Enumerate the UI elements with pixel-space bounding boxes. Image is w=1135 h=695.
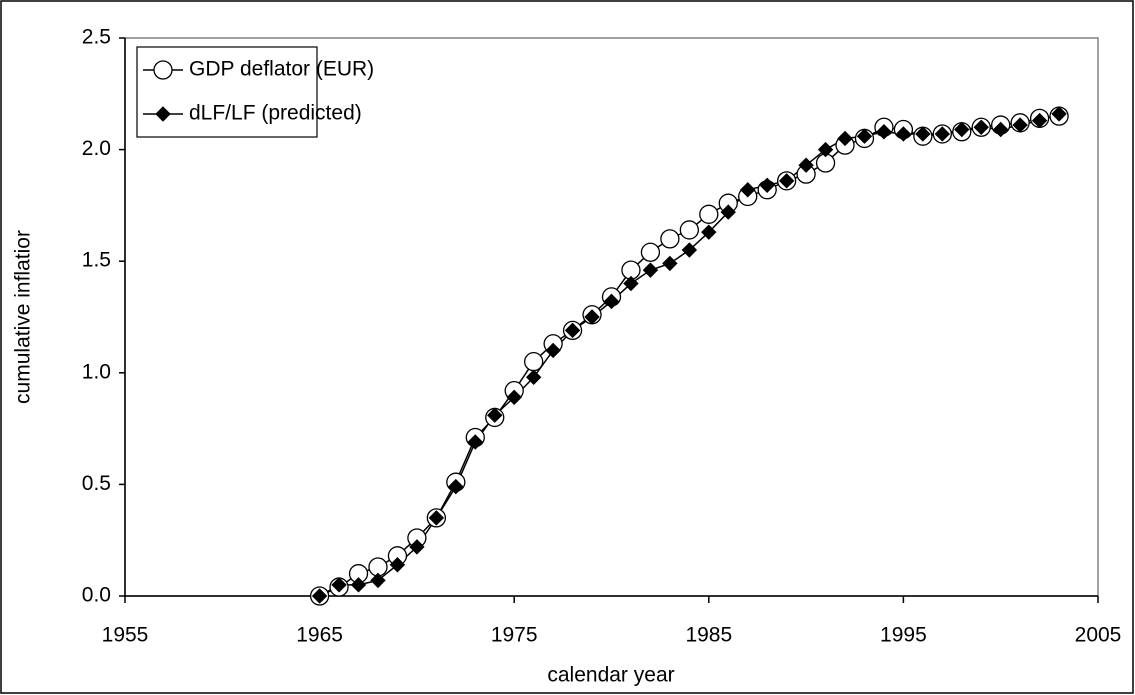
x-tick-label: 1995 [880, 624, 927, 647]
x-tick-label: 1975 [491, 624, 538, 647]
x-tick-label: 1985 [685, 624, 732, 647]
data-point [817, 141, 834, 158]
y-tick-label: 1.5 [82, 249, 111, 272]
data-point [640, 242, 661, 262]
data-point [876, 124, 892, 140]
data-point [603, 293, 620, 310]
data-point [1031, 112, 1048, 129]
data-point [699, 204, 719, 224]
data-point [759, 177, 775, 194]
data-point [525, 369, 542, 385]
data-point [642, 262, 659, 278]
data-point [389, 557, 406, 573]
data-point [915, 126, 931, 142]
data-point [681, 242, 698, 258]
y-tick-label: 2.5 [82, 26, 111, 49]
data-point [623, 275, 639, 292]
data-point [798, 157, 814, 173]
data-point [992, 121, 1009, 138]
data-point [660, 229, 680, 249]
y-tick-label: 0.5 [82, 472, 111, 495]
y-tick-label: 1.0 [82, 360, 111, 383]
data-point [778, 173, 795, 189]
data-point [370, 572, 386, 589]
legend-label: dLF/LF (predicted) [189, 102, 362, 125]
data-point [524, 351, 544, 372]
y-tick-label: 2.0 [82, 137, 111, 160]
legend-marker [153, 60, 173, 80]
data-point [837, 130, 853, 147]
data-point [679, 220, 699, 240]
data-point [467, 434, 483, 450]
x-axis-label: calendar year [547, 664, 674, 687]
data-point [487, 407, 503, 423]
data-point [856, 128, 873, 144]
data-point [564, 322, 581, 339]
legend-marker [155, 106, 171, 122]
data-point [428, 510, 445, 526]
data-point [1051, 106, 1067, 122]
data-point [448, 478, 464, 495]
data-point [895, 126, 912, 142]
data-point [409, 539, 425, 555]
data-point [740, 182, 756, 198]
x-tick-label: 1955 [102, 624, 149, 647]
data-point [720, 204, 736, 220]
y-axis-label: cumulative inflatior [12, 230, 35, 404]
data-point [545, 342, 561, 359]
data-point [350, 577, 367, 593]
data-point [331, 577, 347, 593]
data-point [1012, 117, 1028, 133]
legend-label: GDP deflator (EUR) [189, 58, 374, 81]
data-point [311, 588, 328, 604]
data-point [662, 255, 678, 272]
y-tick-label: 0.0 [82, 584, 111, 607]
data-point [701, 224, 717, 240]
data-point [934, 126, 951, 142]
data-point [584, 309, 600, 325]
data-point [954, 121, 970, 138]
data-point [973, 119, 989, 135]
x-tick-label: 2005 [1075, 624, 1122, 647]
data-point [506, 389, 522, 406]
x-tick-label: 1965 [296, 624, 343, 647]
